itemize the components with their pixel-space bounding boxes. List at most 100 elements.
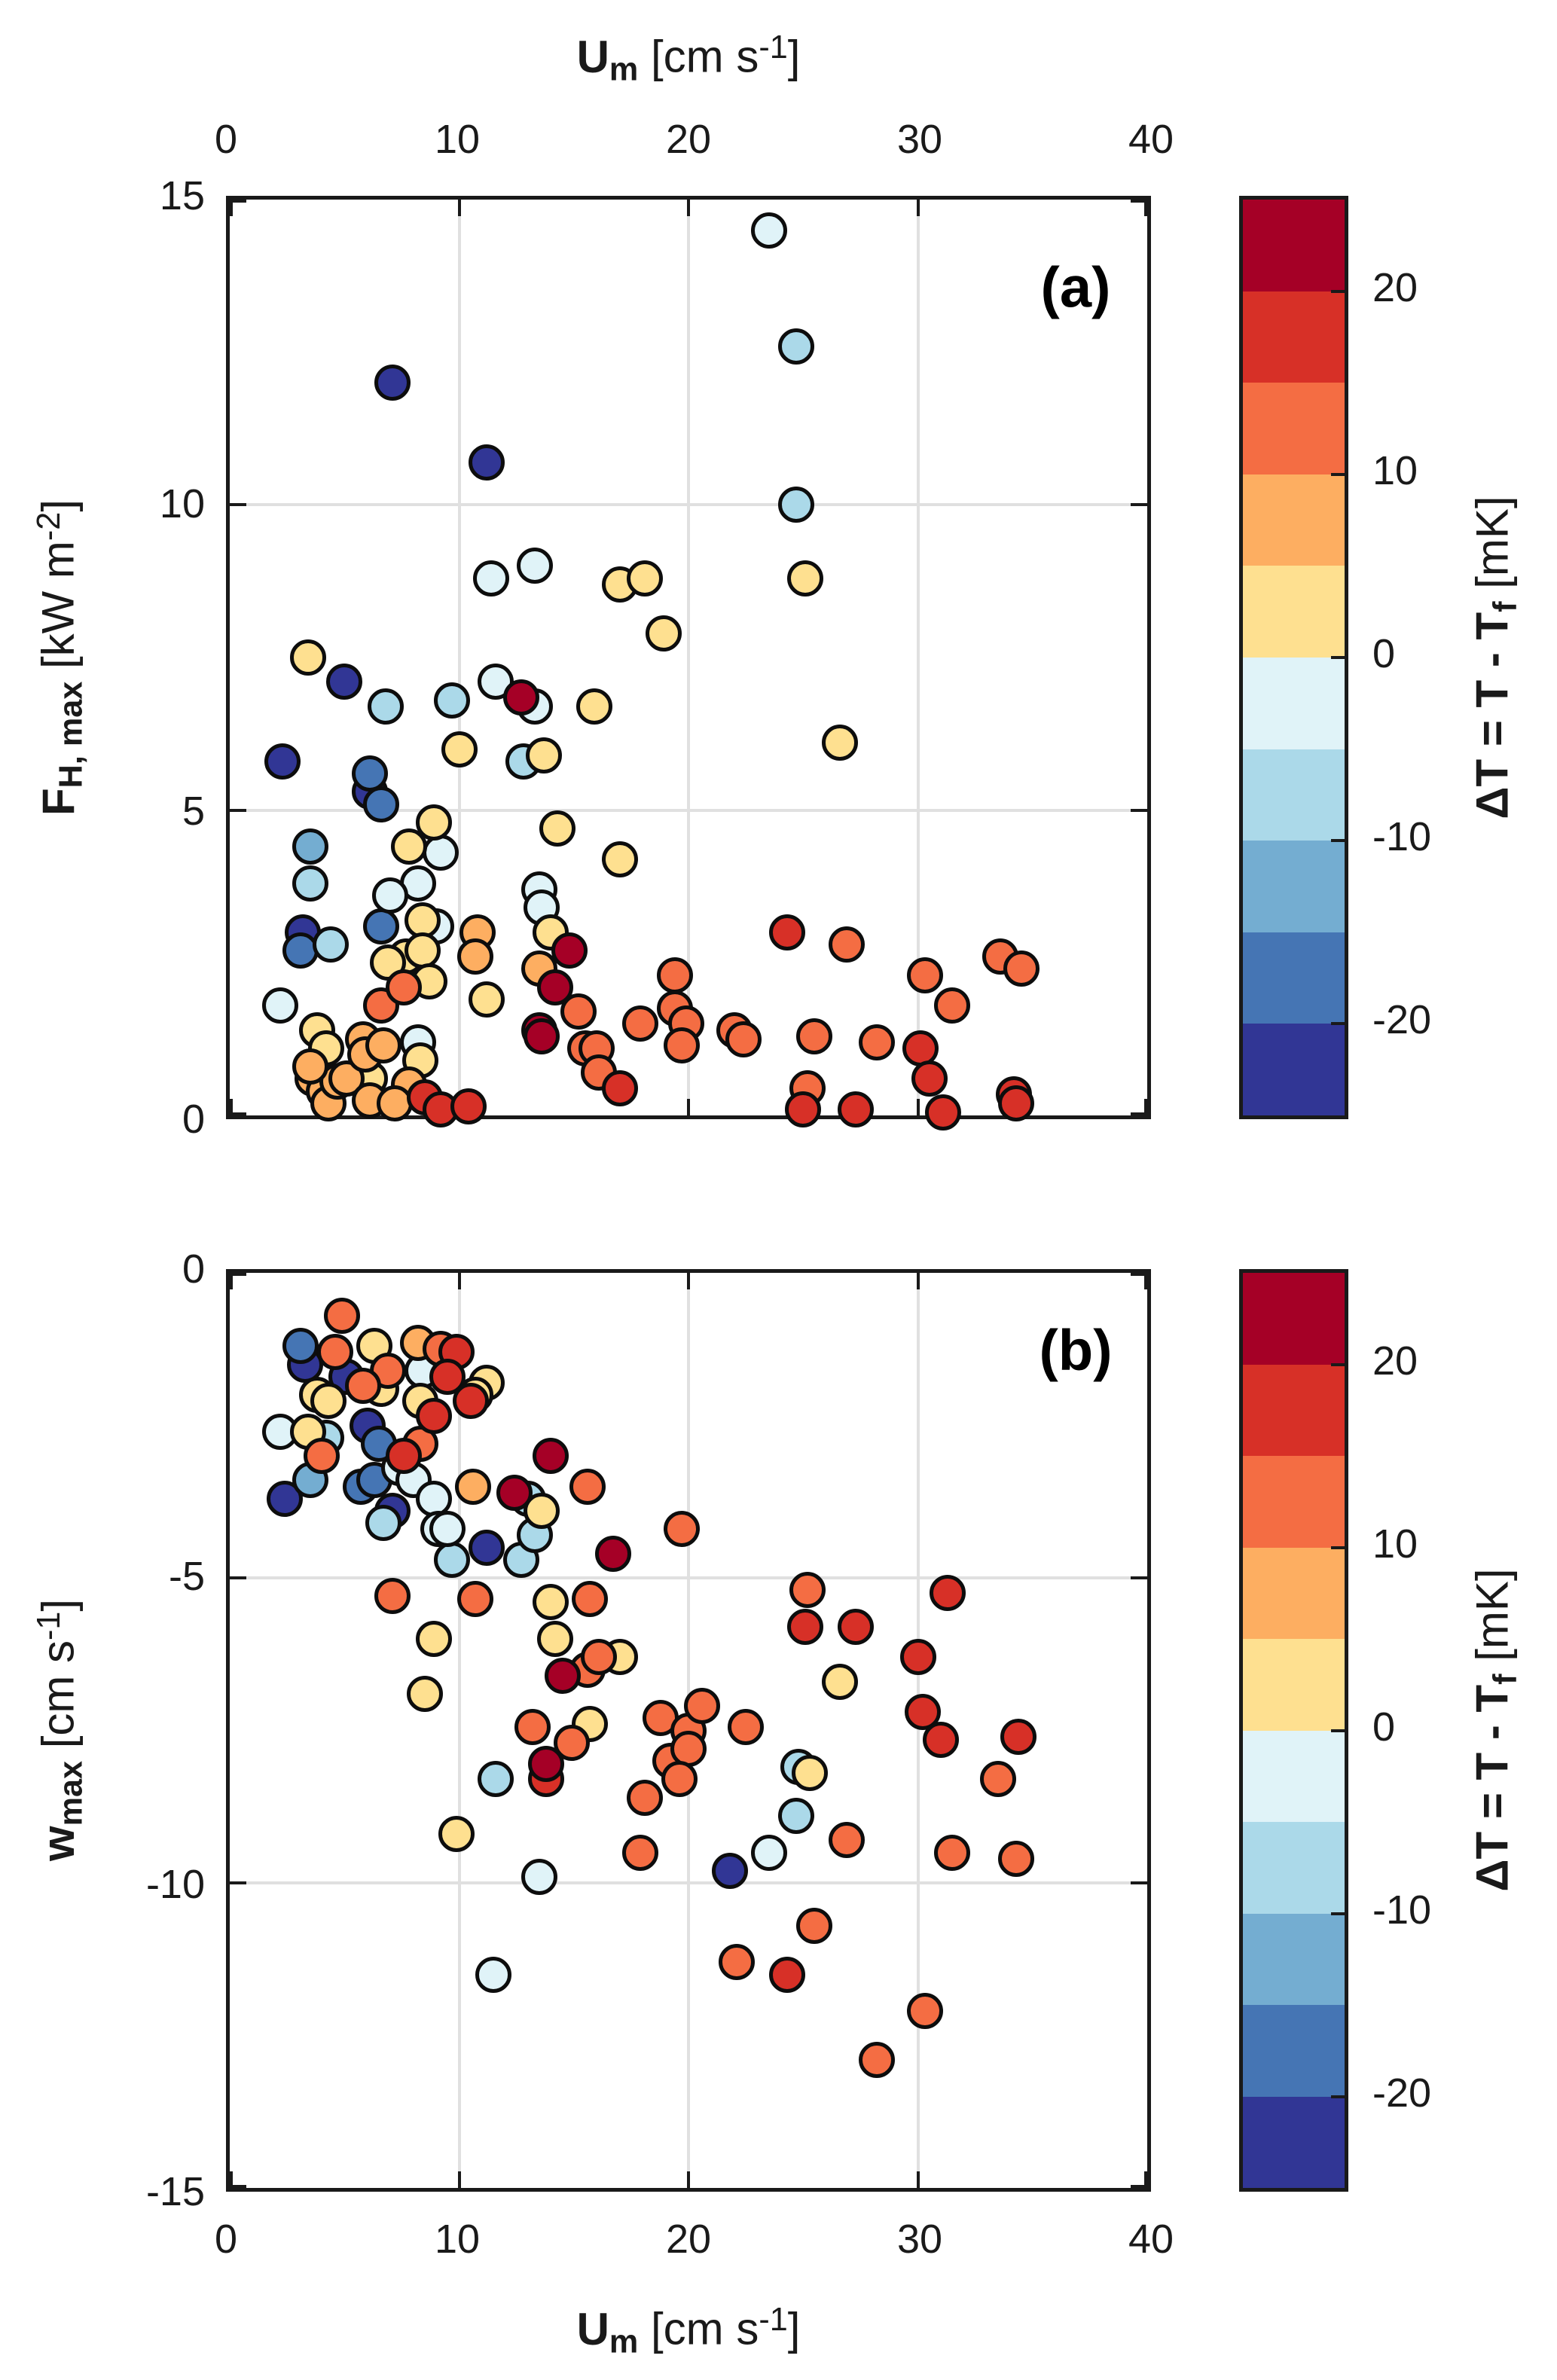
- data-point: [663, 1027, 700, 1063]
- x-tick-label: 30: [896, 117, 943, 162]
- data-point: [778, 328, 815, 365]
- data-point: [711, 1852, 748, 1889]
- data-point: [858, 2041, 895, 2078]
- y-tick-mark: [1131, 1576, 1147, 1579]
- data-point: [728, 1709, 765, 1746]
- x-tick-mark: [457, 2171, 461, 2188]
- data-point: [450, 1088, 487, 1124]
- colorbar-band: [1243, 1822, 1345, 1914]
- y-tick-mark: [230, 200, 246, 203]
- panel-a-y-axis-label: FH, max [kW m-2]: [30, 499, 90, 816]
- data-point: [796, 1907, 833, 1944]
- data-point: [622, 1834, 659, 1871]
- data-point: [456, 938, 493, 975]
- y-tick-label: -5: [168, 1554, 205, 1600]
- data-point: [899, 1639, 936, 1676]
- colorbar-tick-mark: [1331, 839, 1345, 843]
- data-point: [475, 1956, 512, 1993]
- data-point: [902, 1030, 939, 1066]
- data-point: [725, 1021, 762, 1057]
- data-point: [438, 1816, 475, 1853]
- data-point: [785, 1091, 822, 1127]
- data-point: [829, 926, 866, 963]
- data-point: [787, 1608, 824, 1645]
- x-tick-label: 40: [1128, 2217, 1174, 2262]
- panel-a-tag: (a): [1040, 255, 1111, 320]
- x-tick-mark: [230, 200, 233, 216]
- data-point: [684, 1688, 721, 1725]
- data-point: [998, 1085, 1035, 1121]
- data-point: [261, 1413, 298, 1450]
- x-tick-label: 0: [214, 117, 238, 162]
- data-point: [789, 1572, 826, 1609]
- data-point: [264, 743, 301, 780]
- colorbar-band: [1243, 200, 1345, 291]
- x-tick-mark: [687, 1099, 690, 1115]
- colorbar-band: [1243, 566, 1345, 658]
- colorbar-band: [1243, 1273, 1345, 1365]
- data-point: [537, 969, 574, 1005]
- data-point: [796, 1018, 833, 1054]
- data-point: [524, 1018, 560, 1054]
- data-point: [581, 1639, 618, 1676]
- data-point: [452, 1383, 489, 1420]
- colorbar-tick-label: -20: [1372, 997, 1432, 1043]
- data-point: [404, 932, 441, 969]
- colorbar-band: [1243, 657, 1345, 749]
- x-tick-mark: [1144, 2171, 1147, 2188]
- data-point: [310, 1383, 347, 1420]
- data-point: [718, 1944, 755, 1981]
- data-point: [858, 1024, 895, 1060]
- data-point: [930, 1575, 966, 1612]
- colorbar-tick-label: 20: [1372, 1338, 1418, 1384]
- colorbar-tick-label: 20: [1372, 264, 1418, 310]
- y-tick-mark: [230, 1273, 246, 1276]
- data-point: [526, 737, 563, 774]
- colorbar-b-label: ΔT = T - Tf [mK]: [1467, 1568, 1524, 1892]
- data-point: [601, 1069, 638, 1106]
- data-point: [372, 877, 409, 914]
- colorbar-tick-label: 10: [1372, 447, 1418, 493]
- data-point: [661, 1761, 698, 1798]
- data-point: [1003, 950, 1040, 987]
- colorbar-tick-mark: [1331, 656, 1345, 659]
- colorbar-a: [1239, 196, 1348, 1119]
- data-point: [533, 1584, 569, 1621]
- data-point: [645, 615, 682, 651]
- x-tick-mark: [1144, 1099, 1147, 1115]
- x-tick-mark: [916, 1273, 920, 1289]
- top-x-axis-label: Um [cm s-1]: [576, 29, 801, 88]
- colorbar-band: [1243, 841, 1345, 932]
- grid-line-vertical: [916, 1273, 920, 2188]
- data-point: [656, 957, 693, 993]
- colorbar-band: [1243, 749, 1345, 841]
- data-point: [374, 1578, 411, 1615]
- colorbar-tick-mark: [1331, 1729, 1345, 1732]
- data-point: [292, 865, 328, 902]
- y-tick-mark: [230, 1881, 246, 1884]
- data-point: [303, 1438, 340, 1474]
- data-point: [289, 639, 326, 676]
- y-tick-label: 0: [182, 1246, 205, 1292]
- data-point: [838, 1091, 875, 1127]
- x-tick-mark: [230, 1099, 233, 1115]
- data-point: [365, 1505, 401, 1542]
- data-point: [282, 1328, 319, 1365]
- data-point: [292, 1048, 328, 1085]
- colorbar-band: [1243, 1730, 1345, 1822]
- y-tick-mark: [1131, 503, 1147, 507]
- grid-line-horizontal: [230, 1881, 1147, 1884]
- bottom-x-axis-label: Um [cm s-1]: [576, 2301, 801, 2360]
- colorbar-tick-label: 0: [1372, 1704, 1396, 1750]
- data-point: [934, 987, 971, 1024]
- data-point: [469, 444, 505, 481]
- data-point: [324, 1297, 361, 1334]
- data-point: [312, 926, 349, 963]
- data-point: [627, 560, 664, 597]
- grid-line-vertical: [457, 1273, 461, 2188]
- y-tick-label: -15: [145, 2169, 205, 2214]
- data-point: [473, 560, 510, 597]
- x-tick-mark: [916, 2171, 920, 2188]
- data-point: [768, 1956, 805, 1993]
- data-point: [576, 688, 613, 725]
